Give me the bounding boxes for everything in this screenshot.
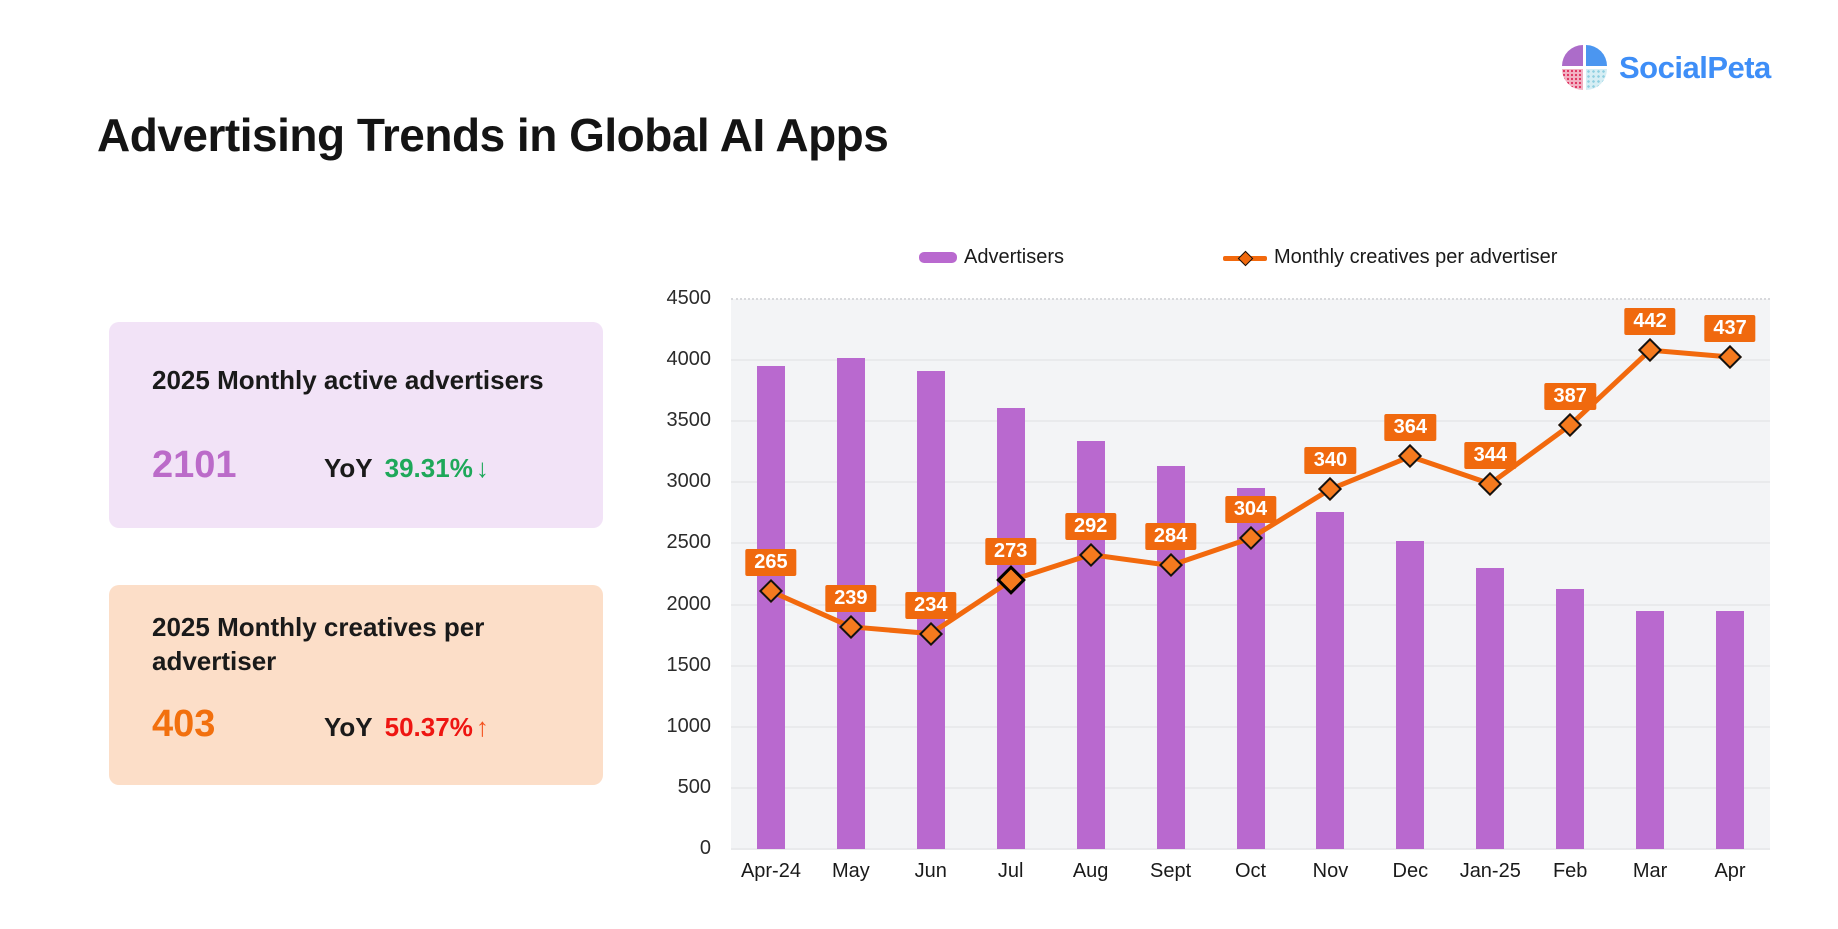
data-label: 292 — [1064, 512, 1117, 540]
bar — [996, 407, 1025, 849]
legend-label: Advertisers — [964, 246, 1065, 268]
y-axis-tick-label: 1000 — [666, 714, 712, 737]
y-axis-tick-label: 2000 — [666, 592, 712, 615]
bar — [1636, 610, 1665, 849]
x-axis-tick-label: Jan-25 — [1459, 860, 1521, 882]
x-axis-tick-label: Apr-24 — [740, 860, 801, 882]
yoy-value: 39.31% — [384, 453, 473, 483]
x-axis-tick-label: Jul — [997, 860, 1024, 882]
legend-item-creatives: Monthly creatives per advertiser — [1223, 246, 1557, 269]
gridline — [731, 298, 1770, 300]
y-axis-tick-label: 3000 — [666, 470, 712, 493]
bar — [1076, 440, 1105, 849]
logo-text: SocialPeta — [1619, 50, 1771, 85]
gridline — [731, 359, 1770, 362]
data-label: 273 — [985, 538, 1037, 566]
x-axis-tick-label: Jun — [914, 860, 947, 882]
card-value: 403 — [152, 703, 216, 745]
y-axis-tick-label: 3500 — [666, 409, 712, 432]
x-axis-tick-label: Apr — [1714, 860, 1746, 882]
x-axis-tick-label: Nov — [1312, 860, 1349, 882]
x-axis-tick-label: Sept — [1149, 860, 1192, 882]
bar — [1396, 541, 1425, 849]
legend-bar-swatch-icon — [919, 252, 957, 263]
y-axis-tick-label: 2500 — [666, 531, 712, 554]
card-monthly-creatives-per-advertiser: 2025 Monthly creatives per advertiser 40… — [109, 585, 603, 785]
gridline — [731, 481, 1770, 484]
card-value-row: 403 YoY 50.37% ↑ — [152, 705, 489, 743]
yoy-up-arrow-icon: ↑ — [475, 712, 489, 742]
bar — [1716, 610, 1745, 849]
logo-quadrant-bottom-left — [1562, 69, 1583, 90]
legend-item-advertisers: Advertisers — [919, 246, 1064, 269]
data-label: 304 — [1224, 496, 1277, 524]
yoy-down-arrow-icon: ↓ — [475, 453, 489, 483]
y-axis-tick-label: 4500 — [666, 287, 712, 309]
yoy-value: 50.37% — [384, 712, 473, 742]
creatives-trend-line — [768, 347, 1733, 637]
page-title: Advertising Trends in Global AI Apps — [97, 109, 889, 161]
y-axis-tick-label: 500 — [677, 775, 711, 798]
y-axis-tick-label: 4000 — [666, 348, 712, 371]
bar — [756, 366, 785, 849]
x-axis-tick-label: Dec — [1392, 860, 1429, 882]
card-title: 2025 Monthly active advertisers — [152, 365, 544, 395]
data-label: 239 — [825, 584, 877, 612]
bar — [1556, 588, 1585, 849]
socialpeta-logo: SocialPeta — [1562, 45, 1771, 91]
gridline — [731, 420, 1770, 423]
socialpeta-logo-icon — [1562, 45, 1608, 91]
legend-label: Monthly creatives per advertiser — [1274, 246, 1558, 268]
x-axis-tick-label: Feb — [1552, 860, 1588, 882]
card-value-row: 2101 YoY 39.31% ↓ — [152, 446, 489, 484]
card-value: 2101 — [152, 444, 237, 486]
card-title: 2025 Monthly creatives per advertiser — [152, 612, 485, 676]
data-label: 344 — [1464, 441, 1516, 469]
logo-quadrant-top-left — [1562, 45, 1583, 66]
yoy-label: YoY — [324, 712, 373, 742]
data-label: 387 — [1544, 383, 1596, 411]
yoy-label: YoY — [324, 453, 373, 483]
bar — [1316, 511, 1345, 849]
data-label: 265 — [745, 549, 797, 577]
x-axis-tick-label: Mar — [1632, 860, 1668, 882]
data-label: 364 — [1384, 414, 1437, 442]
yoy-stat: YoY 50.37% ↑ — [324, 712, 489, 743]
x-axis-tick-label: Aug — [1072, 860, 1109, 882]
x-axis-tick-label: May — [831, 860, 870, 882]
data-label: 442 — [1624, 308, 1676, 336]
y-axis-tick-label: 0 — [699, 837, 711, 859]
yoy-stat: YoY 39.31% ↓ — [324, 453, 489, 484]
data-label: 340 — [1304, 447, 1357, 475]
legend-line-swatch-icon — [1223, 250, 1267, 266]
data-label: 284 — [1144, 523, 1197, 551]
logo-quadrant-bottom-right — [1586, 69, 1607, 90]
card-monthly-active-advertisers: 2025 Monthly active advertisers 2101 YoY… — [109, 322, 603, 528]
data-label: 437 — [1704, 314, 1756, 342]
gridline — [731, 848, 1770, 850]
y-axis-tick-label: 1500 — [666, 653, 712, 676]
bar — [1476, 567, 1505, 849]
logo-quadrant-top-right — [1586, 45, 1607, 66]
x-axis-tick-label: Oct — [1234, 860, 1267, 882]
data-label: 234 — [905, 591, 957, 619]
